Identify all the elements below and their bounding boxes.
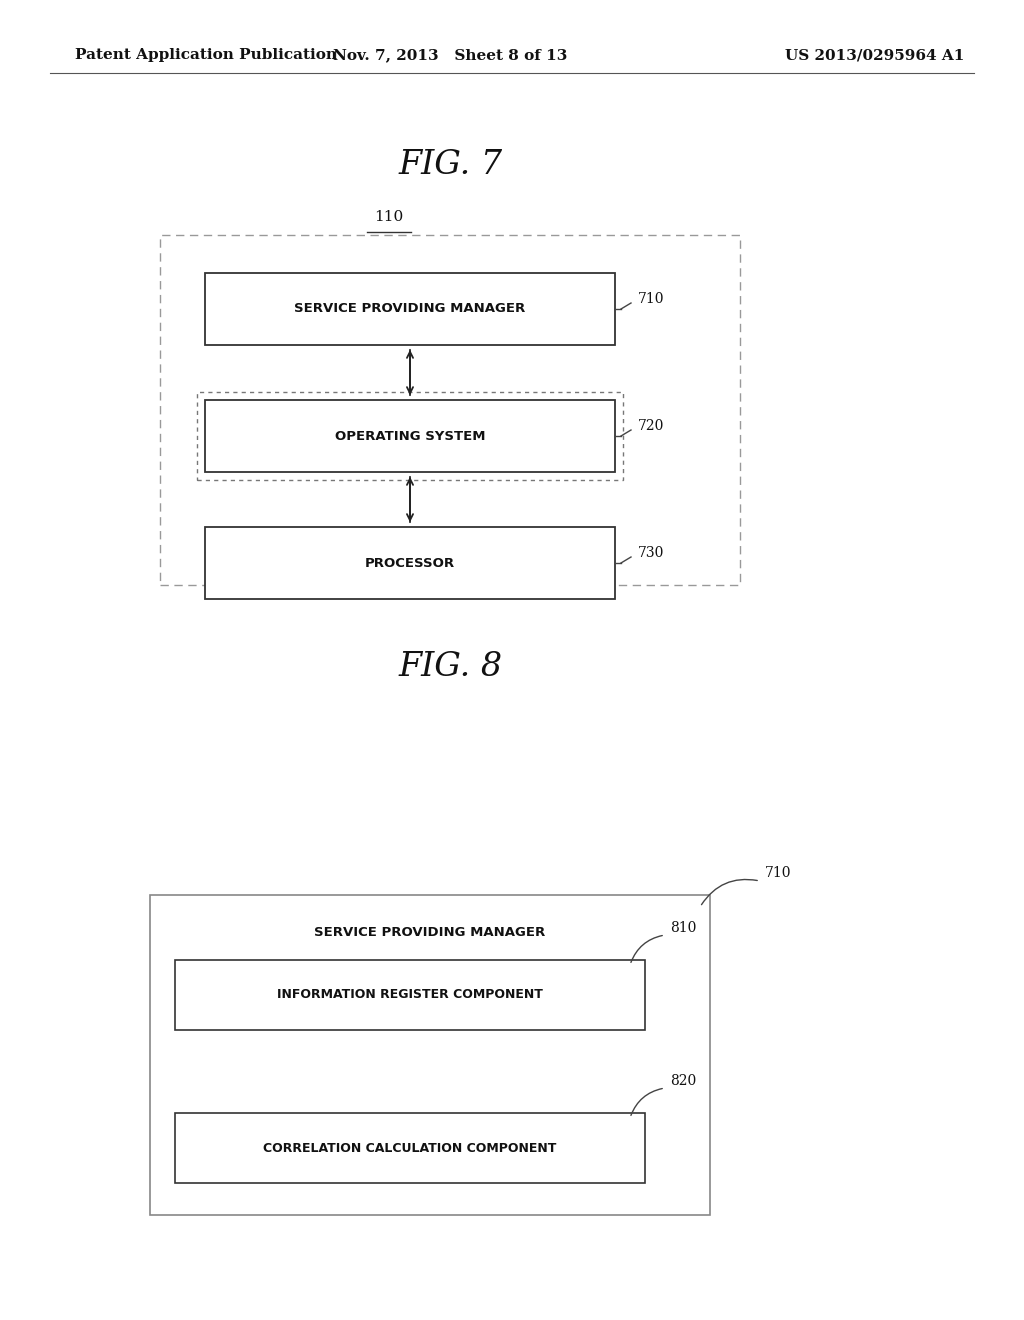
Text: 110: 110 xyxy=(375,210,403,224)
Text: PROCESSOR: PROCESSOR xyxy=(365,557,455,569)
Text: INFORMATION REGISTER COMPONENT: INFORMATION REGISTER COMPONENT xyxy=(278,989,543,1002)
Text: Nov. 7, 2013   Sheet 8 of 13: Nov. 7, 2013 Sheet 8 of 13 xyxy=(333,48,567,62)
Text: 720: 720 xyxy=(638,418,665,433)
Text: 810: 810 xyxy=(670,921,696,935)
Text: FIG. 8: FIG. 8 xyxy=(398,651,503,682)
Bar xyxy=(150,895,710,1214)
Bar xyxy=(197,392,623,480)
Bar xyxy=(205,273,615,345)
Bar xyxy=(175,960,645,1030)
Text: FIG. 7: FIG. 7 xyxy=(398,149,503,181)
Text: US 2013/0295964 A1: US 2013/0295964 A1 xyxy=(784,48,964,62)
Text: OPERATING SYSTEM: OPERATING SYSTEM xyxy=(335,429,485,442)
Bar xyxy=(205,400,615,473)
Text: CORRELATION CALCULATION COMPONENT: CORRELATION CALCULATION COMPONENT xyxy=(263,1142,557,1155)
Bar xyxy=(205,527,615,599)
Text: 710: 710 xyxy=(638,292,665,306)
Text: 710: 710 xyxy=(765,866,792,880)
Text: 820: 820 xyxy=(670,1074,696,1088)
Text: SERVICE PROVIDING MANAGER: SERVICE PROVIDING MANAGER xyxy=(294,302,525,315)
Text: 730: 730 xyxy=(638,546,665,560)
Bar xyxy=(160,235,740,585)
Bar xyxy=(175,1113,645,1183)
Text: Patent Application Publication: Patent Application Publication xyxy=(75,48,337,62)
Text: SERVICE PROVIDING MANAGER: SERVICE PROVIDING MANAGER xyxy=(314,927,546,940)
